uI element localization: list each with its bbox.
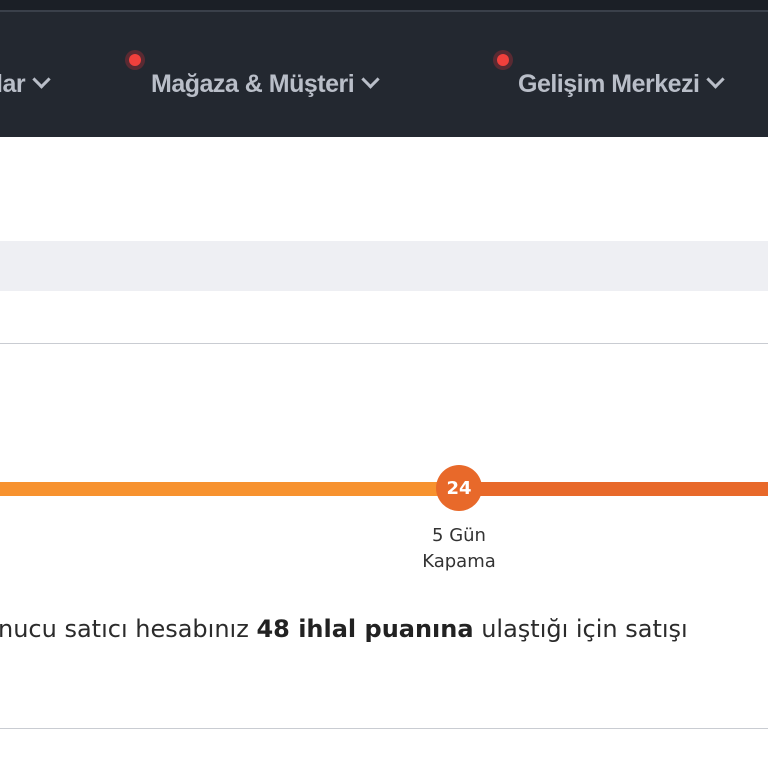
penalty-message: nucu satıcı hesabınız 48 ihlal puanına u…: [0, 615, 688, 643]
nav-item-label: Gelişim Merkezi: [518, 70, 700, 98]
progress-bar-current: [470, 482, 768, 496]
progress-step-marker: 24: [436, 465, 482, 511]
top-strip: [0, 0, 768, 12]
progress-step-label: 5 Gün Kapama: [399, 523, 519, 575]
chevron-down-icon: [706, 70, 726, 89]
grey-band: [0, 241, 768, 291]
step-label-line2: Kapama: [422, 551, 496, 572]
message-suffix: ulaştığı için satışı: [473, 615, 688, 643]
step-label-line1: 5 Gün: [432, 525, 486, 546]
nav-item-label: Mağaza & Müşteri: [151, 70, 355, 98]
message-prefix: nucu satıcı hesabınız: [0, 615, 257, 643]
notification-dot-icon: [497, 54, 509, 66]
top-nav: lar Mağaza & Müşteri Gelişim Merkezi: [0, 12, 768, 137]
message-bold: 48 ihlal puanına: [256, 615, 474, 643]
progress-bar-past: [0, 482, 445, 496]
divider: [0, 728, 768, 729]
chevron-down-icon: [32, 70, 51, 89]
nav-item-label: lar: [0, 70, 26, 98]
notification-dot-icon: [129, 54, 141, 66]
divider: [0, 343, 768, 344]
nav-item-store-customer[interactable]: Mağaza & Müşteri: [151, 70, 380, 99]
chevron-down-icon: [361, 70, 380, 89]
nav-item-development-center[interactable]: Gelişim Merkezi: [518, 70, 726, 99]
nav-item-products[interactable]: lar: [0, 70, 51, 99]
